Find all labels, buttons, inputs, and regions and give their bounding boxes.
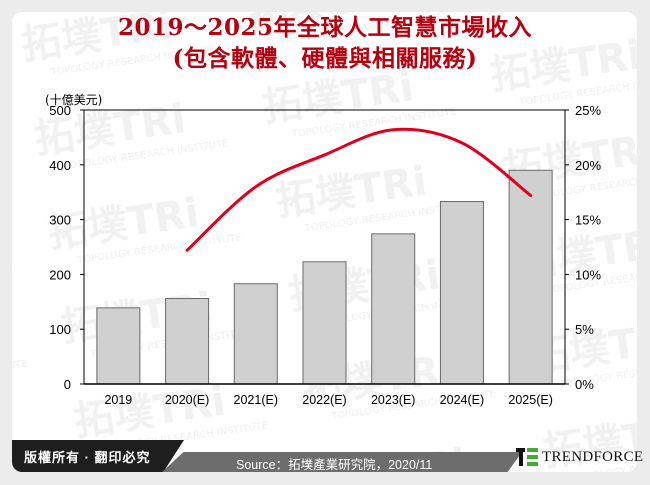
x-tick-label: 2024(E) [440,393,484,407]
source-bar [162,452,522,472]
x-tick-label: 2023(E) [371,393,415,407]
x-tick-label: 2025(E) [508,393,552,407]
copyright-text: 版權所有 · 翻印必究 [24,450,151,465]
title-line-2: (包含軟體、硬體與相關服務) [172,45,478,72]
title-line-1: 2019～2025年全球人工智慧市場收入 [117,14,533,41]
y-axis-unit: (十億美元) [45,93,102,107]
bar-2024(E) [439,201,484,385]
source-text: Source：拓墣產業研究院，2020/11 [236,458,433,472]
x-tick-label: 2019 [104,393,132,407]
y-right-tick-label: 25% [575,103,601,118]
y-right-tick-label: 15% [575,213,601,228]
bar-2022(E) [302,261,347,385]
y-right-tick-label: 5% [575,322,594,337]
trendforce-logo-text: TRENDFORCE [542,449,644,465]
x-tick-label: 2021(E) [234,393,278,407]
bar-2021(E) [233,283,278,385]
y-tick-label: 300 [49,213,71,228]
bar-2023(E) [371,233,416,385]
bar-2025(E) [508,169,553,385]
y-right-tick-label: 10% [575,267,601,282]
copyright-tab: 版權所有 · 翻印必究 [12,440,184,472]
trendforce-logo-icon [516,448,538,466]
y-right-tick-label: 20% [575,158,601,173]
y-tick-label: 500 [49,103,71,118]
trendforce-logo: TRENDFORCE [510,440,643,472]
chart-title: 2019～2025年全球人工智慧市場收入 (包含軟體、硬體與相關服務) [0,12,650,74]
y-tick-label: 0 [64,377,71,392]
y-tick-label: 400 [49,158,71,173]
y-tick-label: 200 [49,267,71,282]
x-tick-label: 2020(E) [165,393,209,407]
y-tick-label: 100 [49,322,71,337]
y-right-tick-label: 0% [575,377,594,392]
bar-2020(E) [165,298,210,385]
bar-2019 [96,307,141,385]
x-tick-label: 2022(E) [302,393,346,407]
growth-rate-line [185,127,533,252]
